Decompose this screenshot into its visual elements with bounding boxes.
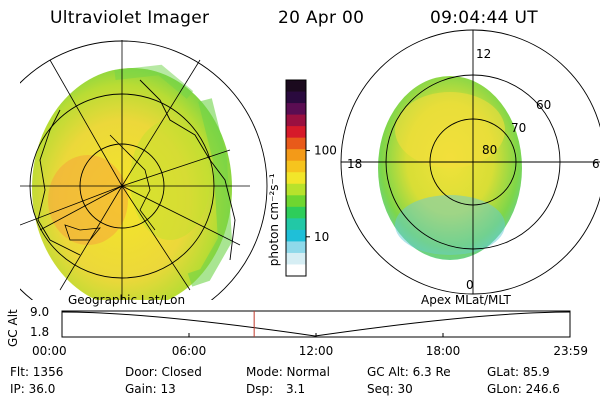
altitude-timeline: 9.0 1.8 GC Alt 00:00 06:00 12:00 18:00 23:59 <box>6 305 588 358</box>
meridian <box>121 185 191 291</box>
colorbar-segment <box>286 103 306 116</box>
colorbar-unit-label: photon cm⁻²s⁻¹ <box>267 173 281 266</box>
left-panel-caption: Geographic Lat/Lon <box>68 293 186 307</box>
colorbar-segment <box>286 206 306 219</box>
meridian <box>20 185 123 226</box>
colorbar-segment <box>286 126 306 139</box>
timeline-y-tick-label: 9.0 <box>30 305 49 319</box>
dsp-label: Dsp: <box>246 382 274 396</box>
colorbar-segment <box>286 137 306 150</box>
sequence-value: Seq: 30 <box>367 382 413 396</box>
flight-number: Flt: 1356 <box>10 365 64 379</box>
timeline-x-tick-label: 00:00 <box>32 344 67 358</box>
timeline-y-tick-label: 1.8 <box>30 325 49 339</box>
colorbar-segment <box>286 264 306 277</box>
gain-value: Gain: 13 <box>125 382 176 396</box>
colorbar-segment <box>286 252 306 265</box>
colorbar-segment <box>286 241 306 254</box>
timeline-x-tick-label: 18:00 <box>426 344 461 358</box>
meridian <box>121 149 231 187</box>
glon-value: GLon: 246.6 <box>487 382 560 396</box>
mode-value: Mode: Normal <box>246 365 330 379</box>
mlat-label-80: 80 <box>482 143 497 157</box>
meridian <box>121 185 241 246</box>
colorbar-segment <box>286 91 306 104</box>
timeline-x-tick-label: 12:00 <box>299 344 334 358</box>
mlt-label-0: 0 <box>466 278 474 292</box>
timeline-x-tick-label: 23:59 <box>553 344 588 358</box>
date-label: 20 Apr 00 <box>278 8 365 28</box>
geographic-image <box>20 40 268 300</box>
timeline-frame <box>61 310 571 338</box>
timeline-axis-label: GC Alt <box>6 309 20 347</box>
colorbar-frame <box>285 79 307 277</box>
instrument-title: Ultraviolet Imager <box>50 8 210 28</box>
mlat-label-60: 60 <box>536 98 551 112</box>
colorbar-segment <box>286 183 306 196</box>
meridian <box>49 59 123 187</box>
time-label: 09:04:44 UT <box>430 8 538 28</box>
gc-alt-value: GC Alt: 6.3 Re <box>367 365 451 379</box>
colorbar-segment <box>286 218 306 231</box>
colorbar-tick-label: 10 <box>314 230 329 244</box>
meridian <box>59 185 123 291</box>
colorbar-segment <box>286 172 306 185</box>
meridian <box>121 59 201 187</box>
colorbar: 100 10 photon cm⁻²s⁻¹ <box>267 79 337 277</box>
coastline <box>37 109 81 256</box>
colorbar-segment <box>286 195 306 208</box>
colorbar-segment <box>286 160 306 173</box>
mlat-label-70: 70 <box>511 121 526 135</box>
door-status: Door: Closed <box>125 365 202 379</box>
mlt-label-12: 12 <box>476 47 491 61</box>
magnetic-polar-plot: 12 18 6 0 60 70 80 <box>340 29 600 295</box>
colorbar-segment <box>286 80 306 93</box>
meridian <box>39 185 123 231</box>
timeline-x-tick-label: 06:00 <box>172 344 207 358</box>
colorbar-segment <box>286 229 306 242</box>
glat-value: GLat: 85.9 <box>487 365 550 379</box>
colorbar-segment <box>286 114 306 127</box>
dsp-value: 3.1 <box>286 382 306 396</box>
colorbar-segment <box>286 149 306 162</box>
ip-value: IP: 36.0 <box>10 382 56 396</box>
mlt-label-18: 18 <box>347 157 362 171</box>
altitude-curve <box>61 311 571 337</box>
colorbar-tick-label: 100 <box>314 144 337 158</box>
right-panel-caption: Apex MLat/MLT <box>421 293 511 307</box>
mlt-label-6: 6 <box>592 157 600 171</box>
